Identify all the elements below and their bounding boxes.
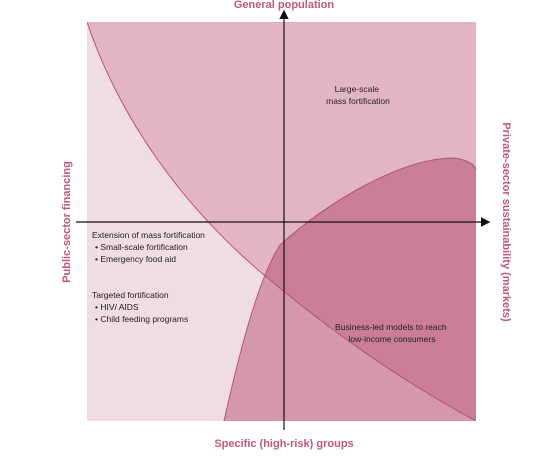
label-targeted-item-1: • HIV/ AIDS bbox=[95, 302, 139, 312]
label-business-line-2: low-income consumers bbox=[349, 334, 436, 344]
label-targeted-item-2: • Child feeding programs bbox=[95, 314, 188, 324]
label-business-line-1: Business-led models to reach bbox=[335, 322, 447, 332]
label-extension-heading: Extension of mass fortification bbox=[92, 230, 205, 240]
label-targeted-heading: Targeted fortification bbox=[92, 290, 169, 300]
label-extension: Extension of mass fortification • Small-… bbox=[92, 230, 207, 264]
axis-title-right: Private-sector sustainability (markets) bbox=[500, 122, 512, 322]
axis-title-top: General population bbox=[234, 0, 335, 11]
public-sector-region bbox=[87, 22, 476, 421]
axis-title-bottom: Specific (high-risk) groups bbox=[214, 438, 353, 450]
axis-title-left: Public-sector financing bbox=[61, 161, 73, 283]
label-large-scale-line-2: mass fortification bbox=[326, 96, 390, 106]
label-targeted: Targeted fortification • HIV/ AIDS • Chi… bbox=[92, 290, 188, 324]
label-extension-item-2: • Emergency food aid bbox=[95, 254, 176, 264]
label-large-scale: Large-scale mass fortification bbox=[326, 84, 390, 106]
mass-fortification-boundary bbox=[87, 22, 476, 421]
label-extension-item-1: • Small-scale fortification bbox=[95, 242, 188, 252]
business-led-boundary bbox=[223, 157, 476, 421]
label-business: Business-led models to reach low-income … bbox=[335, 322, 449, 344]
label-large-scale-line-1: Large-scale bbox=[335, 84, 380, 94]
